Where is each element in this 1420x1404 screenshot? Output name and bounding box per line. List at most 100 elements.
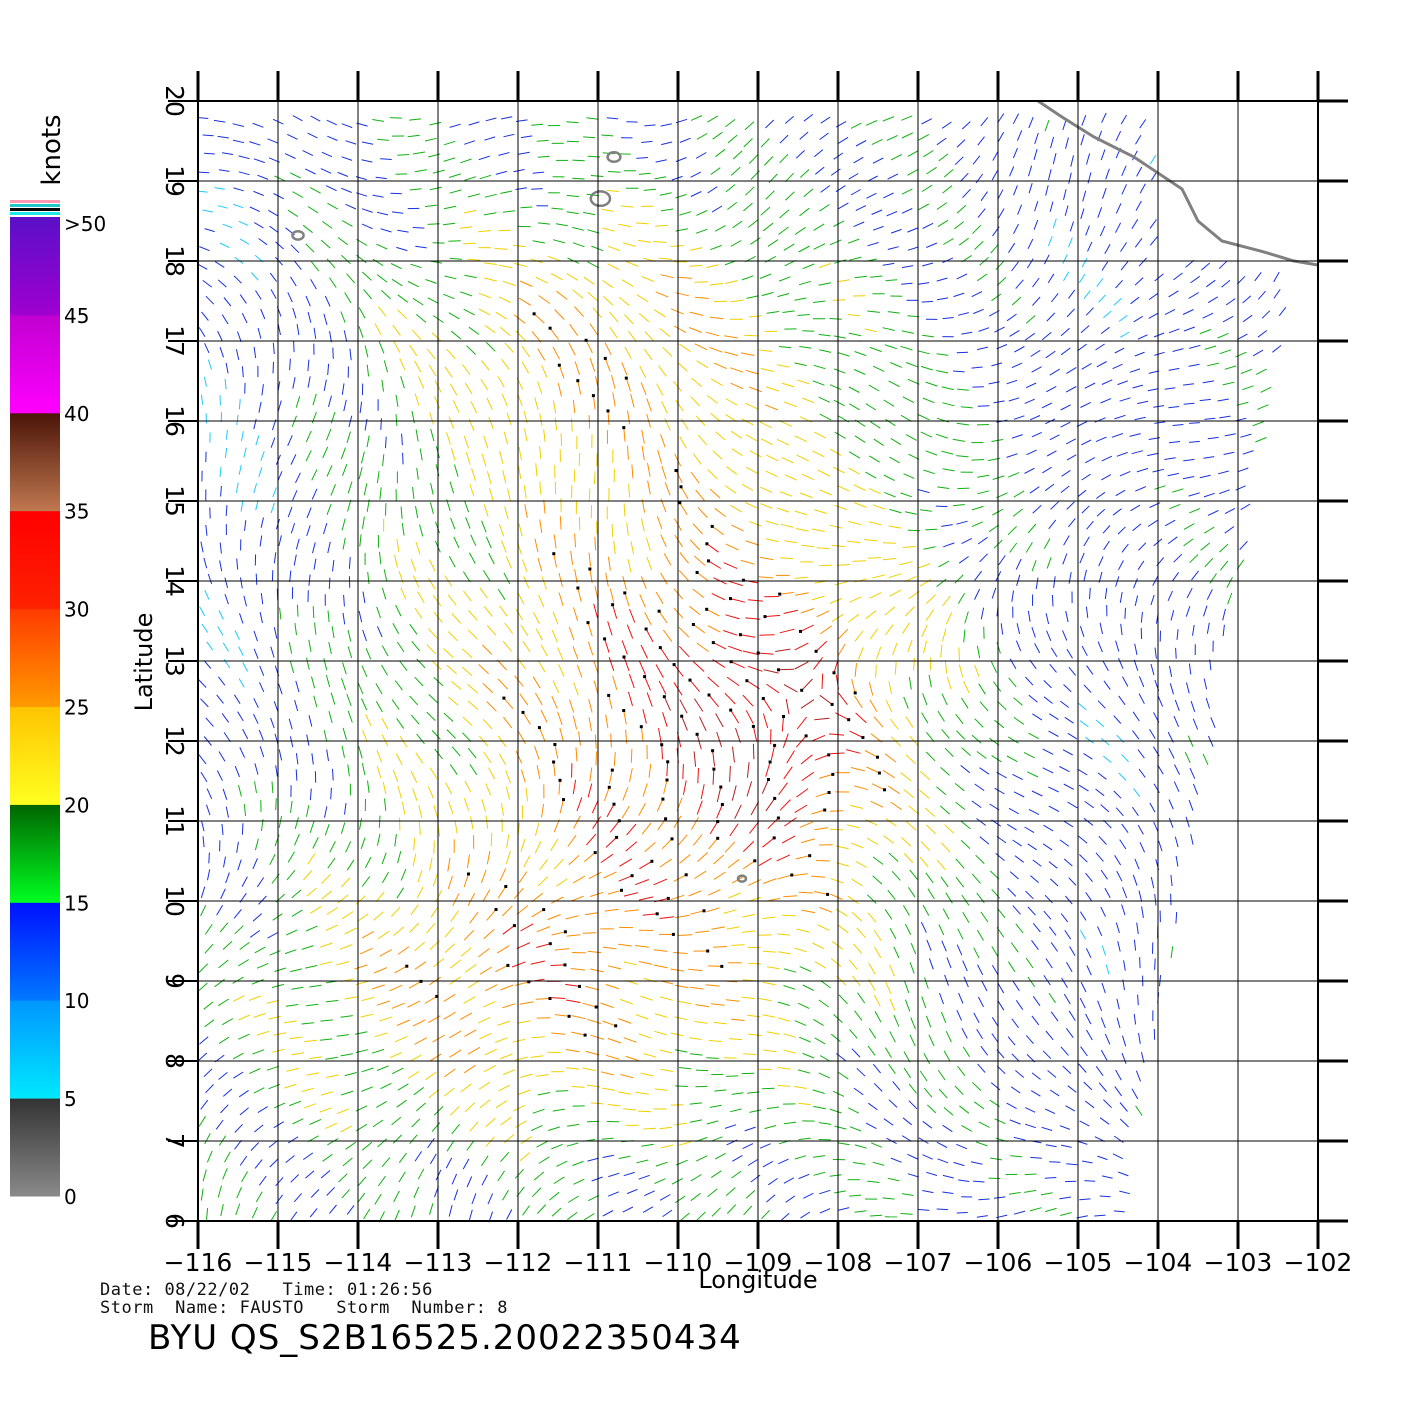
rain-flag-dot [711, 525, 714, 528]
wind-vector [726, 544, 739, 550]
wind-vector [1025, 1124, 1036, 1128]
wind-vector [479, 1033, 491, 1039]
wind-vector [380, 487, 381, 499]
wind-vector [658, 450, 662, 463]
wind-vector [487, 702, 497, 712]
wind-vector [613, 676, 617, 690]
wind-vector [488, 1194, 493, 1205]
wind-vector [708, 966, 722, 967]
wind-vector [350, 349, 351, 361]
wind-vector [1078, 490, 1086, 497]
wind-vector [224, 298, 231, 307]
wind-vector [270, 951, 281, 956]
rain-flag-dot [640, 725, 643, 728]
wind-vector [273, 487, 277, 497]
wind-vector [1030, 1208, 1042, 1211]
wind-vector [1137, 167, 1142, 176]
wind-vector [236, 349, 238, 360]
wind-vector [748, 600, 763, 601]
wind-vector [270, 854, 276, 865]
wind-vector [1044, 539, 1050, 549]
wind-vector [803, 985, 814, 991]
wind-vector [830, 753, 845, 754]
lat-tick-label: 14 [160, 565, 189, 597]
wind-vector [397, 1020, 410, 1026]
wind-vector [1113, 1154, 1123, 1159]
wind-vector [377, 750, 382, 762]
wind-vector [425, 138, 437, 141]
wind-vector [814, 510, 827, 514]
wind-vector [500, 327, 510, 335]
wind-vector [954, 293, 965, 297]
wind-vector [1043, 844, 1052, 850]
rain-flag-dot [664, 817, 667, 820]
wind-vector [554, 762, 555, 776]
rain-flag-dot [643, 675, 646, 678]
wind-vector [1046, 613, 1049, 624]
wind-vector [1139, 543, 1146, 551]
wind-vector [497, 1021, 510, 1025]
wind-vector [1206, 698, 1209, 709]
wind-vector [219, 1037, 229, 1043]
wind-vector [1081, 1047, 1088, 1056]
wind-vector [1226, 299, 1235, 305]
wind-vector [839, 203, 849, 209]
wind-vector [453, 894, 459, 906]
wind-vector [1059, 1197, 1071, 1199]
rain-flag-dot [620, 889, 623, 892]
wind-vector [1014, 1137, 1025, 1140]
rain-flag-dot [658, 610, 661, 613]
wind-vector [998, 1001, 1004, 1011]
wind-vector [746, 1190, 755, 1198]
wind-vector [255, 1160, 262, 1169]
wind-vector [628, 410, 630, 424]
wind-vector [866, 404, 876, 410]
wind-vector [548, 1127, 560, 1131]
wind-vector [923, 905, 929, 915]
wind-vector [1118, 941, 1121, 951]
wind-vector [768, 240, 778, 247]
colorbar-stripe [10, 212, 60, 215]
wind-vector [345, 293, 351, 304]
wind-vector [233, 140, 244, 143]
wind-vector [872, 784, 884, 790]
wind-vector [801, 700, 814, 709]
wind-vector [1051, 648, 1057, 657]
wind-vector [519, 524, 522, 537]
wind-vector [552, 932, 566, 935]
wind-vector [451, 331, 461, 339]
wind-vector [784, 969, 796, 972]
wind-vector [919, 134, 929, 140]
wind-vector [1084, 537, 1090, 546]
wind-vector [1026, 1035, 1033, 1043]
wind-vector [740, 635, 755, 638]
wind-vector [873, 1162, 885, 1165]
wind-vector [1063, 554, 1067, 565]
wind-vector [869, 456, 879, 462]
wind-vector [657, 799, 663, 812]
wind-vector [1044, 255, 1049, 264]
rain-flag-dot [808, 854, 811, 857]
wind-vector [362, 1068, 374, 1072]
wind-vector [813, 381, 824, 385]
wind-vector [471, 535, 476, 546]
wind-vector [1133, 712, 1139, 721]
wind-vector [1223, 316, 1233, 322]
wind-vector [1067, 455, 1076, 460]
wind-vector [981, 608, 983, 620]
wind-vector [891, 1158, 902, 1162]
wind-vector [362, 1142, 372, 1150]
wind-vector [408, 282, 419, 287]
wind-vector [590, 1035, 604, 1039]
wind-vector [498, 679, 508, 689]
wind-vector [745, 503, 757, 509]
wind-vector [1124, 960, 1126, 970]
wind-vector [1016, 280, 1024, 289]
wind-vector [926, 873, 933, 883]
rain-flag-dot [631, 874, 634, 877]
wind-vector [849, 452, 860, 459]
wind-vector [331, 693, 335, 705]
wind-vector [252, 980, 264, 985]
wind-vector [1081, 440, 1091, 445]
wind-vector [1041, 1193, 1053, 1195]
